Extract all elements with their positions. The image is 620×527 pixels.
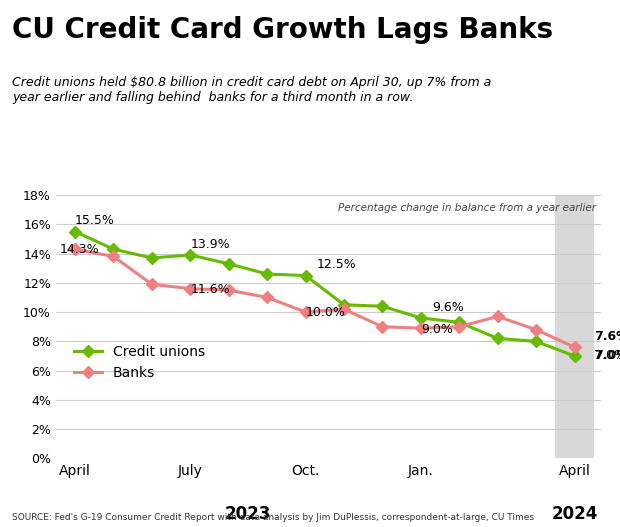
Banks <box>494 314 502 320</box>
Credit unions <box>494 335 502 341</box>
Text: 2023: 2023 <box>224 505 271 523</box>
Text: CU Credit Card Growth Lags Banks: CU Credit Card Growth Lags Banks <box>12 16 554 44</box>
Text: 9.0%: 9.0% <box>421 323 453 336</box>
Credit unions <box>225 261 232 267</box>
Text: 12.5%: 12.5% <box>317 258 357 271</box>
Legend: Credit unions, Banks: Credit unions, Banks <box>68 339 210 386</box>
Banks <box>456 324 463 330</box>
Banks <box>71 246 79 252</box>
Text: Percentage change in balance from a year earlier: Percentage change in balance from a year… <box>338 203 596 213</box>
Text: 2024: 2024 <box>551 505 598 523</box>
Text: 10.0%: 10.0% <box>306 306 345 319</box>
Credit unions <box>417 315 425 321</box>
Banks <box>264 294 271 300</box>
Text: 11.6%: 11.6% <box>190 283 230 296</box>
Credit unions <box>571 353 578 359</box>
Credit unions <box>264 271 271 277</box>
Text: 7.0%: 7.0% <box>594 349 620 362</box>
Banks <box>148 281 156 287</box>
Banks <box>533 327 540 333</box>
Banks <box>379 324 386 330</box>
Credit unions <box>533 338 540 345</box>
Banks <box>110 253 117 260</box>
Text: 7.0%: 7.0% <box>594 349 620 362</box>
Banks <box>302 309 309 315</box>
Credit unions <box>379 303 386 309</box>
Banks <box>225 287 232 294</box>
Credit unions <box>302 272 309 279</box>
Banks <box>417 325 425 331</box>
Credit unions <box>340 301 348 308</box>
Line: Banks: Banks <box>71 245 578 352</box>
Text: 7.6%: 7.6% <box>594 330 620 343</box>
Text: 14.3%: 14.3% <box>60 243 99 257</box>
Text: SOURCE: Fed's G-19 Consumer Credit Report with data analysis by Jim DuPlessis, c: SOURCE: Fed's G-19 Consumer Credit Repor… <box>12 513 534 522</box>
Text: 15.5%: 15.5% <box>75 214 115 227</box>
Banks <box>187 286 194 292</box>
Banks <box>571 344 578 350</box>
Credit unions <box>187 252 194 258</box>
Credit unions <box>110 246 117 252</box>
Credit unions <box>456 319 463 326</box>
Credit unions <box>71 228 79 235</box>
Bar <box>556 195 594 458</box>
Banks <box>340 306 348 313</box>
Text: Credit unions held $80.8 billion in credit card debt on April 30, up 7% from a
y: Credit unions held $80.8 billion in cred… <box>12 76 492 104</box>
Credit unions <box>148 255 156 261</box>
Line: Credit unions: Credit unions <box>71 228 578 360</box>
Text: 9.6%: 9.6% <box>432 300 464 314</box>
Text: 13.9%: 13.9% <box>190 238 230 251</box>
